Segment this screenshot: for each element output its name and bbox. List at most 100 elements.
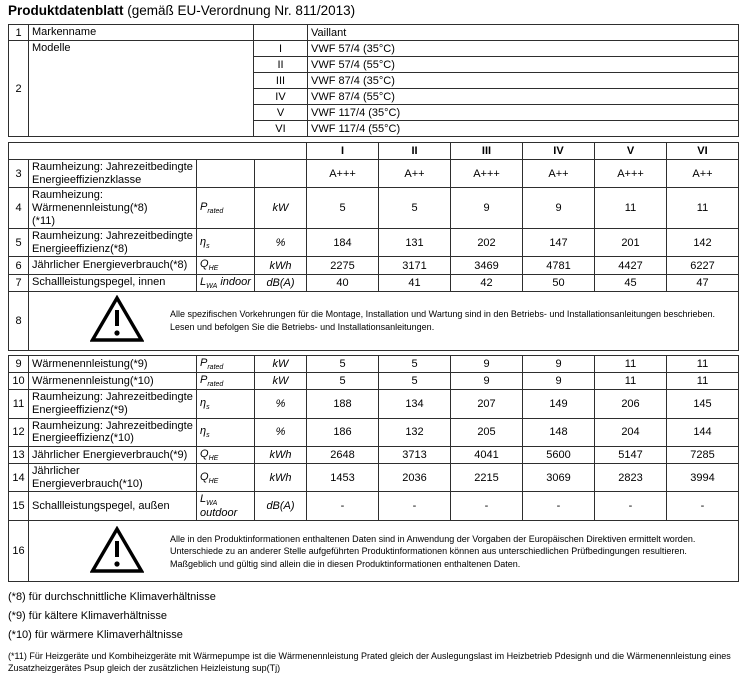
value-cell: 186 [306,417,379,447]
table-row: 9 Wärmenennleistung(*9) Prated kW 5 5 9 … [8,354,739,374]
unit-cell: dB(A) [254,273,307,292]
value-cell: 5147 [594,445,667,464]
row-number: 11 [8,389,29,419]
value-cell: - [522,491,595,522]
value-cell: 5 [306,187,379,230]
row-number: 13 [8,445,29,464]
unit-cell: % [254,389,307,419]
unit-cell: kW [254,187,307,230]
value-cell: 42 [450,273,523,292]
brand-value: Vaillant [307,24,739,41]
symbol-cell: Prated [196,354,255,374]
value-cell: 47 [666,273,739,292]
unit-cell: kWh [254,445,307,464]
model-name: VWF 117/4 (55°C) [307,120,739,137]
value-cell: 1453 [306,462,379,493]
row-number: 8 [8,290,29,351]
model-index: IV [253,88,308,105]
row-label: Wärmenennleistung(*9) [28,354,197,374]
footnote-10: (*10) für wärmere Klimaverhältnisse [8,628,183,641]
value-cell: 11 [666,354,739,374]
column-header: IV [522,142,595,160]
value-cell: 2648 [306,445,379,464]
value-cell: 4041 [450,445,523,464]
row-label: Jährlicher Energieverbrauch(*8) [28,256,197,275]
data-table-climates: 9 Wärmenennleistung(*9) Prated kW 5 5 9 … [8,354,739,522]
value-cell: - [666,491,739,522]
value-cell: 45 [594,273,667,292]
value-cell: 142 [666,228,739,258]
column-header: VI [666,142,739,160]
value-cell: 144 [666,417,739,447]
unit-cell: % [254,228,307,258]
value-cell: 147 [522,228,595,258]
column-header: V [594,142,667,160]
model-index: V [253,104,308,121]
row-label: Raumheizung: Wärmenennleistung(*8) (*11) [28,187,197,230]
row-number: 2 [8,40,29,137]
value-cell: 2215 [450,462,523,493]
warning-cell: Alle spezifischen Vorkehrungen für die M… [28,290,739,351]
table-row: 6 Jährlicher Energieverbrauch(*8) QHE kW… [8,256,739,275]
value-cell: 9 [522,187,595,230]
table-row: 10 Wärmenennleistung(*10) Prated kW 5 5 … [8,372,739,391]
row-label-modelle: Modelle [28,40,254,137]
value-cell: 149 [522,389,595,419]
row-number: 6 [8,256,29,275]
value-cell: 11 [594,354,667,374]
value-cell: 207 [450,389,523,419]
value-cell: - [594,491,667,522]
page-title: Produktdatenblatt (gemäß EU-Verordnung N… [8,3,738,18]
row-number: 4 [8,187,29,230]
symbol-cell: QHE [196,445,255,464]
warning-note-16: 16 Alle in den Produktinformationen enth… [8,520,739,583]
value-cell: 11 [666,187,739,230]
value-cell: 40 [306,273,379,292]
value-cell: 3469 [450,256,523,275]
value-cell: 3994 [666,462,739,493]
row-label-markenname: Markenname [28,24,254,41]
model-index: VI [253,120,308,137]
row-label: Raumheizung: Jahrezeitbedingte Energieef… [28,228,197,258]
value-cell: A++ [378,158,451,189]
value-cell: 9 [522,372,595,391]
value-cell: 9 [450,187,523,230]
row-label: Raumheizung: Jahrezeitbedingte Energieef… [28,389,197,419]
unit-cell [254,158,307,189]
empty-cell [253,24,308,41]
value-cell: 9 [522,354,595,374]
value-cell: 134 [378,389,451,419]
model-index: I [253,40,308,57]
value-cell: 3713 [378,445,451,464]
value-cell: 11 [594,187,667,230]
row-number: 14 [8,462,29,493]
table-row: 3 Raumheizung: Jahrezeitbedingte Energie… [8,158,739,189]
product-datasheet: Produktdatenblatt (gemäß EU-Verordnung N… [8,3,739,674]
symbol-cell [196,158,255,189]
value-cell: A+++ [594,158,667,189]
table-row: 12 Raumheizung: Jahrezeitbedingte Energi… [8,417,739,447]
value-cell: 9 [450,372,523,391]
table-row: 11 Raumheizung: Jahrezeitbedingte Energi… [8,389,739,419]
symbol-cell: LWA outdoor [196,491,255,522]
table-row: 4 Raumheizung: Wärmenennleistung(*8) (*1… [8,187,739,230]
warning-cell: Alle in den Produktinformationen enthalt… [28,520,739,583]
model-name: VWF 87/4 (35°C) [307,72,739,89]
value-cell: 3171 [378,256,451,275]
value-cell: 184 [306,228,379,258]
warning-note-8: 8 Alle spezifischen Vorkehrungen für die… [8,290,739,351]
row-number: 10 [8,372,29,391]
model-name: VWF 57/4 (55°C) [307,56,739,73]
value-cell: 5 [306,354,379,374]
warning-text: Alle spezifischen Vorkehrungen für die M… [170,309,716,332]
value-cell: A+++ [306,158,379,189]
value-cell: 5600 [522,445,595,464]
warning-triangle-icon [89,525,145,577]
symbol-cell: ηs [196,228,255,258]
symbol-cell: LWA indoor [196,273,255,292]
model-name: VWF 87/4 (55°C) [307,88,739,105]
unit-cell: % [254,417,307,447]
brand-models-table: 1 Markenname Vaillant 2 Modelle I VWF 57… [8,24,739,137]
symbol-cell: Prated [196,187,255,230]
model-index: II [253,56,308,73]
